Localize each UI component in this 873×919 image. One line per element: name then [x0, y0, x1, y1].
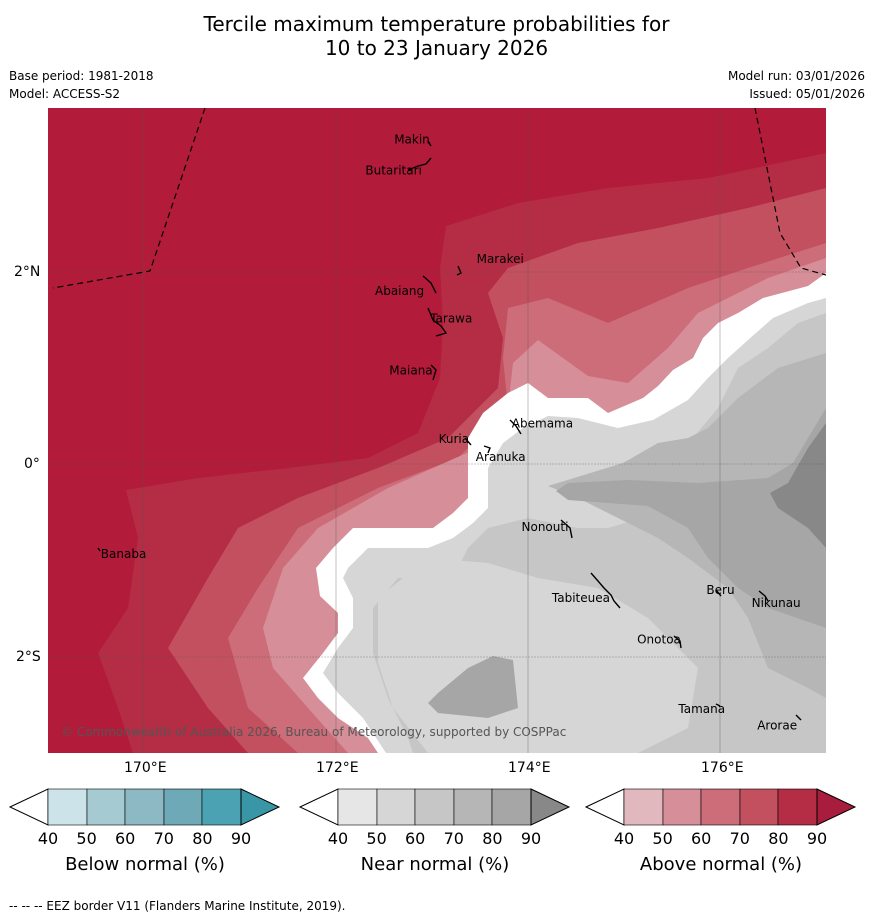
colorbar-tick: 40 [37, 829, 59, 848]
colorbar-tick: 40 [327, 829, 349, 848]
base-period: Base period: 1981-2018 [9, 69, 154, 83]
islands [97, 140, 802, 721]
title-line-1: Tercile maximum temperature probabilitie… [203, 12, 670, 36]
footer-note: -- -- -- EEZ border V11 (Flanders Marine… [9, 899, 346, 913]
map-panel: Makin Butaritari Marakei Abaiang Tarawa Maian… [48, 107, 827, 753]
colorbars-svg [8, 788, 857, 826]
place-label-abemama: Abemama [512, 417, 573, 431]
near-80-region [770, 423, 826, 548]
title-line-2: 10 to 23 January 2026 [324, 36, 549, 60]
place-label-butaritari: Butaritari [365, 164, 422, 178]
place-label-aranuka: Aranuka [476, 450, 526, 464]
y-tick-0: 0° [24, 456, 40, 472]
place-label-nonouti: Nonouti [522, 520, 569, 534]
place-label-arorae: Arorae [757, 718, 797, 732]
model-run: Model run: 03/01/2026 [727, 69, 865, 83]
colorbar-tick: 90 [520, 829, 542, 848]
place-label-tarawa: Tarawa [429, 312, 472, 326]
eez-border [52, 107, 827, 289]
colorbar-tick: 50 [366, 829, 387, 848]
place-label-tamana: Tamana [677, 702, 725, 716]
colorbar-tick: 50 [76, 829, 97, 848]
colorbar-near-label: Near normal (%) [360, 854, 510, 875]
colorbar-tick: 90 [230, 829, 252, 848]
colorbar-below [8, 788, 281, 826]
colorbar-ticks: 40 50 60 70 80 90 40 50 60 70 80 90 40 50 60 70 80 90 [0, 829, 873, 851]
place-label-tabiteuea: Tabiteuea [551, 591, 610, 605]
colorbar-tick: 80 [768, 829, 789, 848]
x-tick-174: 174°E [508, 760, 551, 776]
place-label-maiana: Maiana [389, 364, 432, 378]
near-70-region [556, 408, 826, 628]
issued-date: Issued: 05/01/2026 [749, 87, 865, 101]
y-tick-2s: 2°S [16, 649, 41, 665]
colorbar-tick: 70 [153, 829, 174, 848]
x-tick-172: 172°E [316, 760, 359, 776]
model-name: Model: ACCESS-S2 [9, 87, 121, 101]
colorbar-tick: 80 [192, 829, 213, 848]
place-label-makin: Makin [394, 133, 430, 147]
x-tick-170: 170°E [124, 760, 167, 776]
place-labels: Makin Butaritari Marakei Abaiang Tarawa Maian… [101, 133, 801, 733]
colorbar-above [584, 788, 857, 826]
colorbar-tick: 80 [482, 829, 503, 848]
colorbar-tick: 50 [652, 829, 673, 848]
map-title: Tercile maximum temperature probabilitie… [0, 12, 873, 60]
graticule [48, 108, 826, 753]
meta-left: Base period: 1981-2018 Model: ACCESS-S2 [9, 67, 154, 103]
colorbar-tick: 70 [729, 829, 750, 848]
colorbar-tick: 60 [405, 829, 426, 848]
map-svg: Makin Butaritari Marakei Abaiang Tarawa Maian… [48, 107, 827, 753]
copyright-text: © Commonwealth of Australia 2026, Bureau… [61, 725, 566, 739]
colorbar-above-label: Above normal (%) [639, 854, 803, 875]
place-label-kuria: Kuria [439, 432, 470, 446]
place-label-marakei: Marakei [477, 252, 524, 266]
place-label-onotoa: Onotoa [637, 633, 681, 647]
colorbar-tick: 90 [806, 829, 828, 848]
place-label-beru: Beru [706, 583, 734, 597]
near-70-pocket [428, 656, 518, 718]
colorbar-tick: 40 [613, 829, 635, 848]
place-label-nikunau: Nikunau [752, 596, 801, 610]
y-tick-2n: 2°N [14, 264, 41, 280]
meta-right: Model run: 03/01/2026 Issued: 05/01/2026 [728, 67, 865, 103]
place-label-banaba: Banaba [101, 547, 147, 561]
colorbar-tick: 60 [115, 829, 136, 848]
colorbar-tick: 60 [691, 829, 712, 848]
colorbar-near [298, 788, 571, 826]
colorbar-tick: 70 [443, 829, 464, 848]
colorbar-below-label: Below normal (%) [65, 854, 225, 875]
place-label-abaiang: Abaiang [375, 284, 424, 298]
x-tick-176: 176°E [701, 760, 744, 776]
